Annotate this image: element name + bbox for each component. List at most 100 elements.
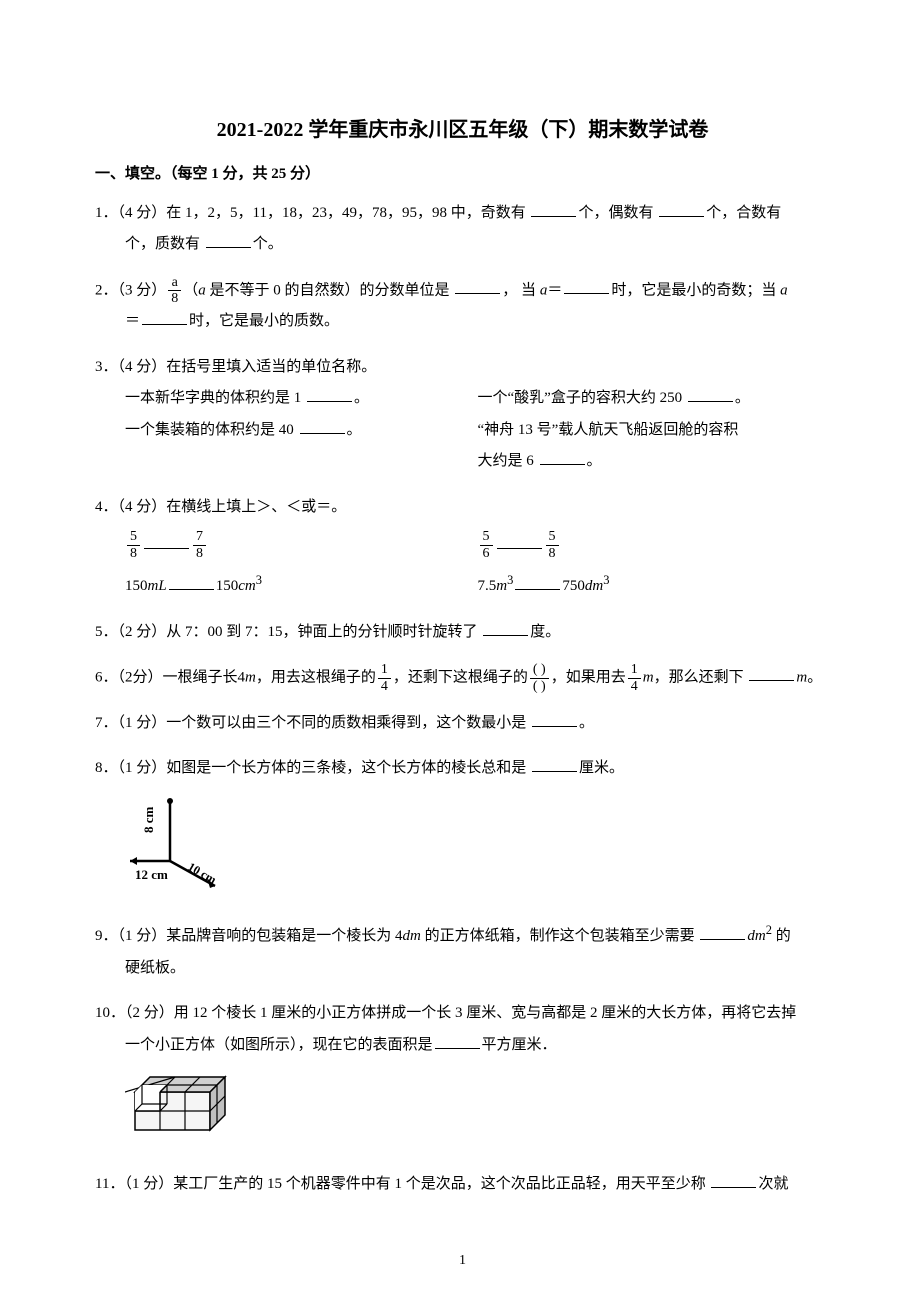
q6-text: ，如果用去 (551, 669, 626, 685)
unit: mL (148, 578, 167, 594)
svg-text:12 cm: 12 cm (135, 867, 168, 882)
blank (169, 576, 214, 590)
variable-a: a (198, 282, 206, 298)
svg-text:8 cm: 8 cm (141, 806, 156, 833)
fraction-num: 5 (480, 529, 493, 545)
question-1: 1．（4 分）在 1，2，5，11，18，23，49，78，95，98 中，奇数… (95, 198, 830, 261)
blank (483, 622, 528, 636)
question-11: 11．（1 分）某工厂生产的 15 个机器零件中有 1 个是次品，这个次品比正品… (95, 1169, 830, 1201)
blank (144, 535, 189, 549)
svg-text:10 cm: 10 cm (186, 859, 219, 886)
blank (540, 451, 585, 465)
q3-text: 一个“酸乳”盒子的容积大约 250 (478, 390, 686, 406)
blank (532, 713, 577, 727)
fraction: 58 (127, 529, 140, 561)
fraction-num: 5 (546, 529, 559, 545)
section-header: 一、填空。（每空 1 分，共 25 分） (95, 163, 830, 186)
fraction: 78 (193, 529, 206, 561)
q10-text: 一个小正方体（如图所示），现在它的表面积是 (125, 1037, 433, 1053)
fraction-den: 4 (628, 679, 641, 694)
question-7: 7．（1 分）一个数可以由三个不同的质数相乘得到，这个数最小是 。 (95, 708, 830, 740)
sup: 3 (256, 573, 262, 587)
question-10: 10．（2 分）用 12 个棱长 1 厘米的小正方体拼成一个长 3 厘米、宽与高… (95, 998, 830, 1155)
q3-text: 一个集装箱的体积约是 40 (125, 422, 298, 438)
fraction-num: a (168, 275, 181, 291)
blank (307, 388, 352, 402)
unit: dm (747, 928, 765, 944)
fraction: 56 (480, 529, 493, 561)
q6-text: ，还剩下这根绳子的 (393, 669, 528, 685)
q6-text: 。 (807, 669, 822, 685)
q2-text: 是不等于 0 的自然数）的分数单位是 (206, 282, 454, 298)
fraction: 14 (628, 662, 641, 694)
q4-text: 7.5 (478, 578, 497, 594)
q3-text: 。 (735, 390, 750, 406)
question-8: 8．（1 分）如图是一个长方体的三条棱，这个长方体的棱长总和是 厘米。 8 cm… (95, 753, 830, 903)
sup: 3 (507, 573, 513, 587)
fraction-num: 1 (628, 662, 641, 678)
q4-text: 750 (562, 578, 585, 594)
q11-text: 11．（1 分）某工厂生产的 15 个机器零件中有 1 个是次品，这个次品比正品… (95, 1176, 709, 1192)
blank (532, 758, 577, 772)
blank (300, 420, 345, 434)
question-3: 3．（4 分）在括号里填入适当的单位名称。 一本新华字典的体积约是 1 。 一个… (95, 352, 830, 478)
q4-header: 4．（4 分）在横线上填上＞、＜或＝。 (95, 492, 830, 524)
blank (206, 234, 251, 248)
cuboid-edges-figure: 8 cm 12 cm 10 cm (125, 791, 830, 904)
fraction-den: 8 (546, 546, 559, 561)
q10-text: 平方厘米． (482, 1037, 557, 1053)
unit: m (245, 669, 256, 685)
fraction-num: ( ) (530, 662, 549, 678)
q6-text: ，那么还剩下 (654, 669, 748, 685)
q9-text: 的 (772, 928, 791, 944)
blank (531, 203, 576, 217)
variable-a: a (780, 282, 788, 298)
q2-text: ， 当 (502, 282, 540, 298)
q3-text: 。 (347, 422, 362, 438)
unit: m (643, 669, 654, 685)
unit: m (796, 669, 807, 685)
blank (711, 1174, 756, 1188)
unit: dm (585, 578, 603, 594)
fraction-num: 5 (127, 529, 140, 545)
question-6: 6．（2分）一根绳子长4m，用去这根绳子的14，还剩下这根绳子的( )( )，如… (95, 662, 830, 694)
unit: m (496, 578, 507, 594)
q4-text: 150 (125, 578, 148, 594)
blank (455, 280, 500, 294)
blank (749, 667, 794, 681)
fraction-num: 1 (378, 662, 391, 678)
question-4: 4．（4 分）在横线上填上＞、＜或＝。 5878 5658 150mL150cm… (95, 492, 830, 603)
q7-text: 7．（1 分）一个数可以由三个不同的质数相乘得到，这个数最小是 (95, 715, 530, 731)
q4-text: 150 (216, 578, 239, 594)
unit: cm (238, 578, 256, 594)
q3-text: “神舟 13 号”载人航天飞船返回舱的容积 (478, 422, 739, 438)
q2-text: ＝ (547, 282, 562, 298)
fraction-den: 8 (193, 546, 206, 561)
blank (515, 576, 560, 590)
fraction-den: 6 (480, 546, 493, 561)
q1-text: 1．（4 分）在 1，2，5，11，18，23，49，78，95，98 中，奇数… (95, 205, 529, 221)
q3-text: 。 (587, 453, 602, 469)
cuboid-cutout-figure (125, 1067, 830, 1155)
q3-text: 。 (354, 390, 369, 406)
blank (688, 388, 733, 402)
q2-text: 2．（3 分） (95, 282, 166, 298)
q1-text: 个，合数有 (706, 205, 781, 221)
question-9: 9．（1 分）某品牌音响的包装箱是一个棱长为 4dm 的正方体纸箱，制作这个包装… (95, 917, 830, 984)
fraction: ( )( ) (530, 662, 549, 694)
q8-text: 厘米。 (579, 760, 624, 776)
fraction: a8 (168, 275, 181, 307)
q5-text: 度。 (530, 624, 560, 640)
blank (497, 535, 542, 549)
q8-text: 8．（1 分）如图是一个长方体的三条棱，这个长方体的棱长总和是 (95, 760, 530, 776)
q3-text: 大约是 6 (478, 453, 538, 469)
page-number: 1 (95, 1250, 830, 1271)
q9-text: 硬纸板。 (125, 960, 185, 976)
unit: dm (403, 928, 421, 944)
q7-text: 。 (579, 715, 594, 731)
q6-text: ，用去这根绳子的 (256, 669, 376, 685)
blank (700, 926, 745, 940)
q2-text: ＝ (125, 313, 140, 329)
q2-text: （ (183, 282, 198, 298)
page-title: 2021-2022 学年重庆市永川区五年级（下）期末数学试卷 (95, 115, 830, 145)
